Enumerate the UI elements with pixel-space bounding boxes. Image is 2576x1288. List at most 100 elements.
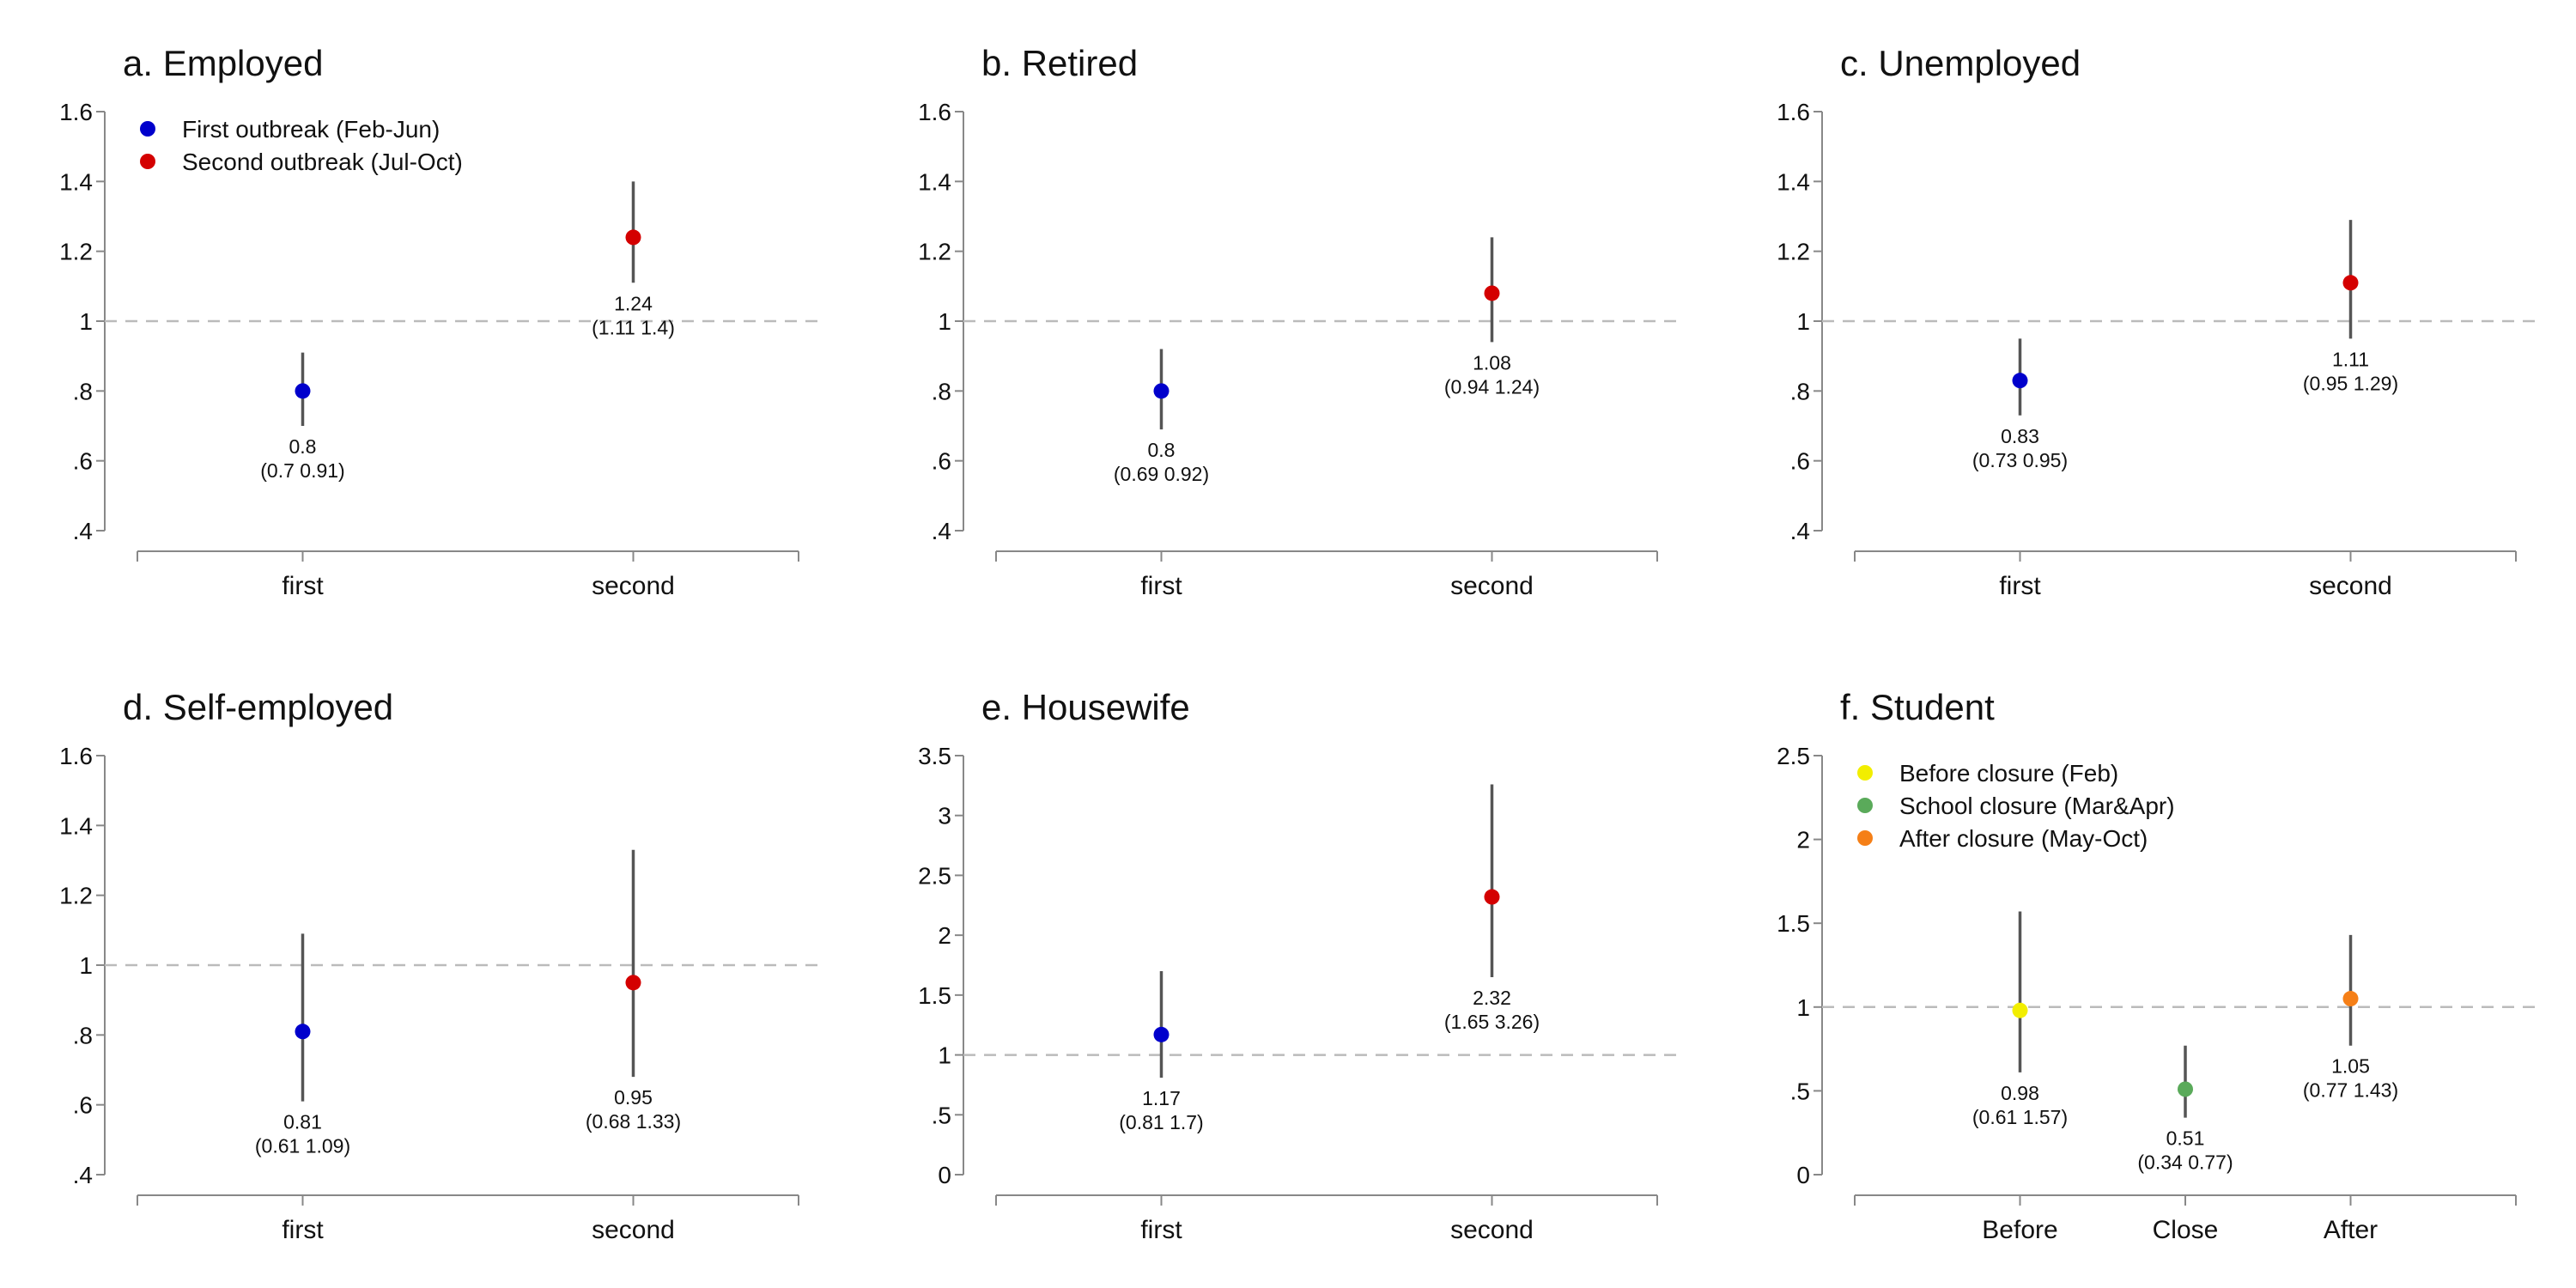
data-label-value: 0.83 <box>2001 425 2039 447</box>
y-tick-label: 1 <box>79 952 93 979</box>
panel-3: c. Unemployed .4 .6 .8 1 1.2 1.4 1.6 first second… <box>1777 43 2542 600</box>
y-tick-label: 0 <box>1796 1162 1810 1188</box>
y-tick-label: 1.2 <box>918 239 951 265</box>
x-tick-label: second <box>592 1216 675 1244</box>
legend-marker <box>1857 765 1873 781</box>
y-tick-label: .8 <box>73 378 93 404</box>
x-tick-label: Close <box>2153 1216 2219 1244</box>
x-tick-label: first <box>1140 1216 1182 1244</box>
point-marker <box>1484 285 1500 301</box>
legend-marker <box>140 154 155 169</box>
data-label-value: 1.17 <box>1142 1087 1181 1109</box>
legend: First outbreak (Feb-Jun) Second outbreak … <box>140 116 463 175</box>
panel-1: a. Employed .4 .6 .8 1 1.2 1.4 1.6 first second 0.… <box>59 43 824 600</box>
point-marker <box>2342 991 2359 1007</box>
y-tick-label: .6 <box>73 448 93 475</box>
data-label-value: 2.32 <box>1473 987 1511 1009</box>
x-tick-label: second <box>1450 1216 1534 1244</box>
point-marker <box>2012 1002 2028 1018</box>
x-tick-label: Before <box>1982 1216 2057 1244</box>
y-tick-label: 1.6 <box>59 99 93 125</box>
y-tick-label: .5 <box>932 1102 951 1128</box>
x-tick-label: second <box>592 572 675 600</box>
y-tick-label: 1.5 <box>1777 910 1810 937</box>
y-tick-label: .6 <box>932 448 951 475</box>
data-label-ci: (0.73 0.95) <box>1972 449 2068 471</box>
data-label-ci: (0.7 0.91) <box>260 459 344 482</box>
x-tick-label: first <box>1140 572 1182 600</box>
data-label-value: 0.98 <box>2001 1082 2039 1104</box>
panel-title: a. Employed <box>123 43 323 83</box>
y-tick-label: 1.2 <box>59 239 93 265</box>
data-label-value: 0.95 <box>614 1086 653 1109</box>
y-tick-label: 3.5 <box>918 743 951 769</box>
y-tick-label: 1 <box>1796 994 1810 1021</box>
y-tick-label: 1.6 <box>918 99 951 125</box>
x-tick-label: first <box>282 1216 324 1244</box>
data-label-value: 1.24 <box>614 292 653 314</box>
data-label-value: 0.8 <box>289 435 317 458</box>
legend-label: School closure (Mar&Apr) <box>1899 793 2175 819</box>
y-tick-label: .8 <box>73 1022 93 1048</box>
data-label-value: 0.51 <box>2166 1127 2205 1150</box>
data-label-ci: (0.94 1.24) <box>1444 375 1540 398</box>
point-marker <box>2012 373 2028 389</box>
data-label-ci: (0.77 1.43) <box>2303 1079 2398 1102</box>
y-tick-label: 1.2 <box>1777 239 1810 265</box>
point-marker <box>2342 275 2359 291</box>
y-tick-label: .4 <box>73 518 93 544</box>
data-label-ci: (1.11 1.4) <box>592 316 675 338</box>
legend-label: Second outbreak (Jul-Oct) <box>182 149 463 175</box>
x-tick-label: After <box>2324 1216 2378 1244</box>
data-label-ci: (0.34 0.77) <box>2137 1151 2233 1174</box>
point-marker <box>1153 1026 1170 1042</box>
panel-title: c. Unemployed <box>1840 43 2081 83</box>
y-tick-label: .6 <box>1790 448 1810 475</box>
data-label-value: 1.08 <box>1473 351 1511 374</box>
y-tick-label: 2 <box>938 922 951 949</box>
y-tick-label: 1.5 <box>918 982 951 1009</box>
legend: Before closure (Feb) School closure (Mar&… <box>1857 760 2175 852</box>
point-marker <box>295 383 311 399</box>
data-label-ci: (0.81 1.7) <box>1119 1111 1203 1133</box>
panel-5: e. Housewife 0 .5 1 1.5 2 2.5 3 3.5 first second 1.… <box>918 687 1683 1244</box>
y-tick-label: .8 <box>1790 378 1810 404</box>
y-tick-label: 1.4 <box>918 168 951 195</box>
point-marker <box>1153 383 1170 399</box>
data-label-value: 1.05 <box>2331 1055 2370 1078</box>
y-tick-label: 1.2 <box>59 883 93 909</box>
x-tick-label: first <box>1999 572 2041 600</box>
legend-label: First outbreak (Feb-Jun) <box>182 116 440 143</box>
legend-marker <box>140 121 155 137</box>
y-tick-label: .6 <box>73 1092 93 1119</box>
data-label-ci: (1.65 3.26) <box>1444 1011 1540 1033</box>
y-tick-label: .4 <box>932 518 951 544</box>
point-marker <box>1484 889 1500 905</box>
y-tick-label: 1 <box>1796 308 1810 335</box>
point-marker <box>625 229 641 246</box>
y-tick-label: 3 <box>938 803 951 829</box>
legend-label: After closure (May-Oct) <box>1899 825 2148 852</box>
data-label-ci: (0.95 1.29) <box>2303 372 2398 394</box>
data-label-ci: (0.61 1.09) <box>255 1135 350 1157</box>
y-tick-label: .4 <box>1790 518 1810 544</box>
y-tick-label: 1.4 <box>1777 168 1810 195</box>
y-tick-label: 1 <box>79 308 93 335</box>
point-marker <box>2178 1081 2193 1097</box>
point-marker <box>295 1024 311 1040</box>
panel-4: d. Self-employed .4 .6 .8 1 1.2 1.4 1.6 first sec… <box>59 687 824 1244</box>
panel-title: f. Student <box>1840 687 1995 727</box>
y-tick-label: 1.6 <box>1777 99 1810 125</box>
panel-title: d. Self-employed <box>123 687 393 727</box>
y-tick-label: 1 <box>938 308 951 335</box>
legend-label: Before closure (Feb) <box>1899 760 2118 787</box>
data-label-value: 1.11 <box>2332 348 2369 370</box>
y-tick-label: .4 <box>73 1162 93 1188</box>
y-tick-label: 2.5 <box>918 862 951 889</box>
y-tick-label: 2.5 <box>1777 743 1810 769</box>
panel-2: b. Retired .4 .6 .8 1 1.2 1.4 1.6 first second 0.8… <box>918 43 1683 600</box>
data-label-ci: (0.69 0.92) <box>1114 463 1209 485</box>
data-label-value: 0.81 <box>283 1111 322 1133</box>
